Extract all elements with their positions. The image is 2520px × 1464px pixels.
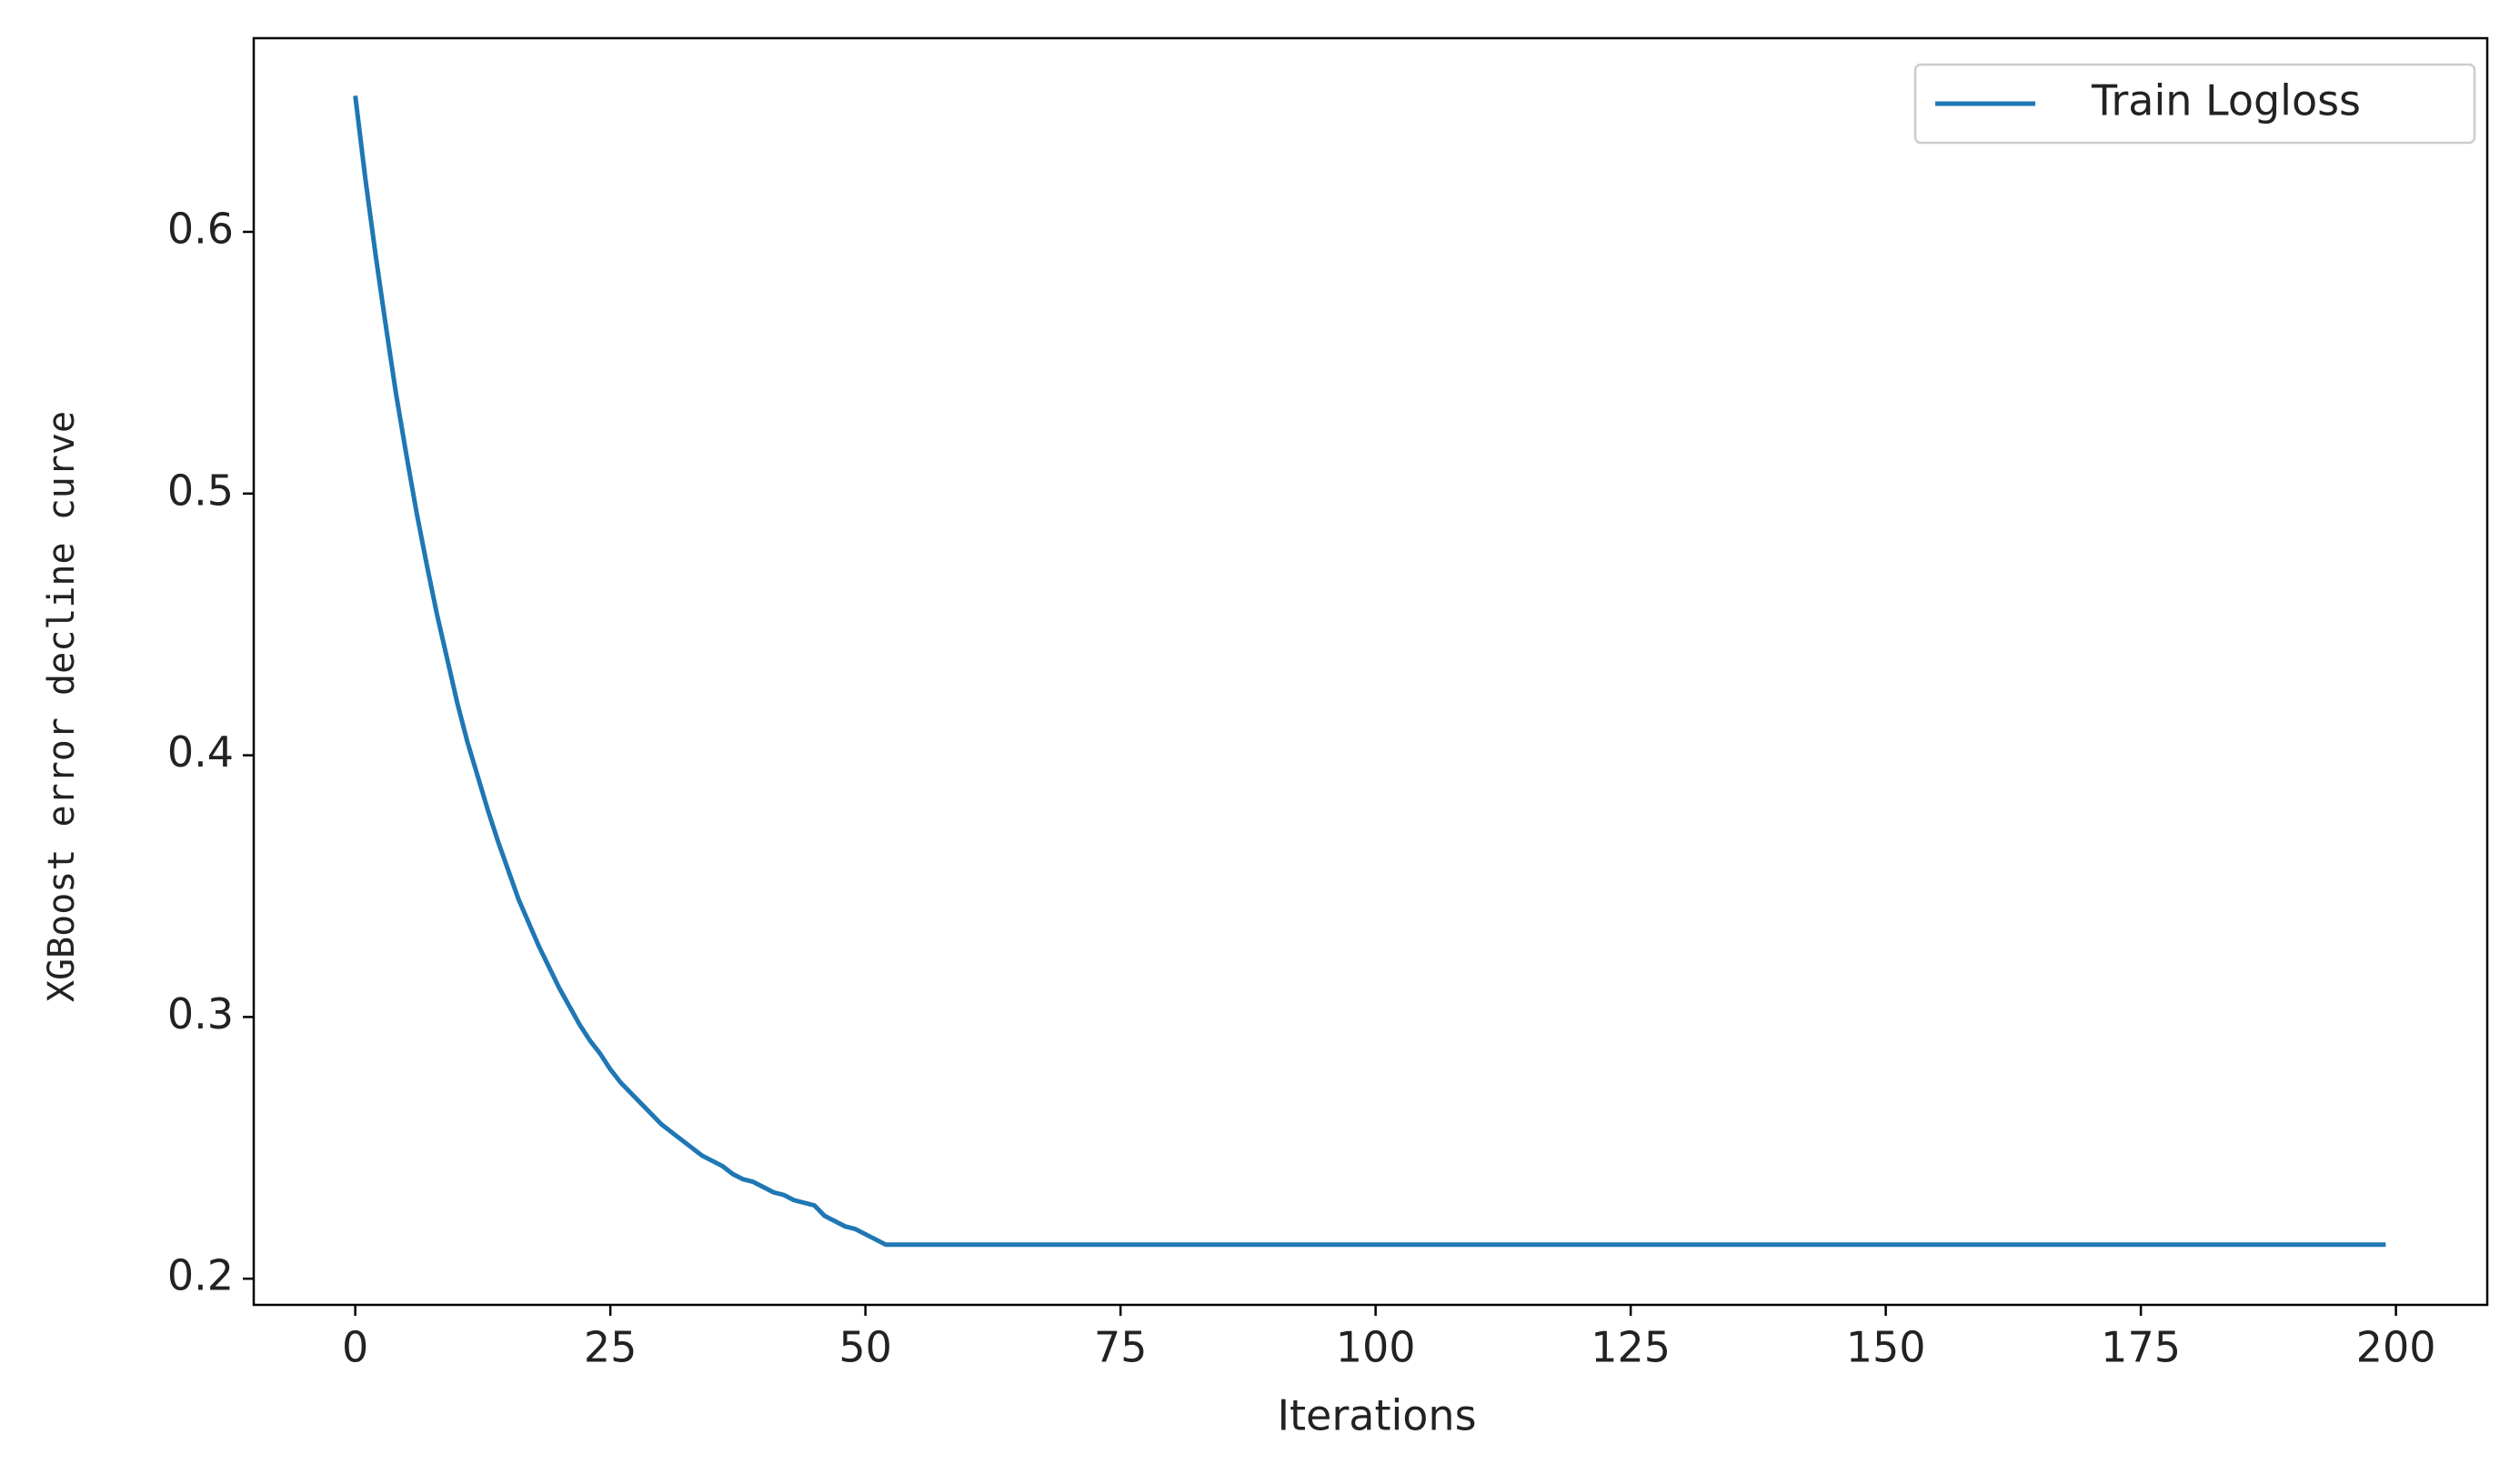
x-tick-label: 50 xyxy=(838,1323,892,1372)
x-tick-label: 125 xyxy=(1591,1323,1671,1372)
legend-label: Train Logloss xyxy=(2091,76,2361,125)
x-tick-label: 100 xyxy=(1336,1323,1416,1372)
axes-frame xyxy=(252,36,2489,1307)
y-tick-label: 0.4 xyxy=(167,727,234,777)
y-tick-label: 0.6 xyxy=(167,204,234,253)
y-axis-label: XGBoost error decline curve xyxy=(41,411,83,1002)
x-tick-label: 25 xyxy=(584,1323,638,1372)
legend-box xyxy=(1913,63,2476,145)
x-tick-label: 75 xyxy=(1094,1323,1148,1372)
y-tick-label: 0.3 xyxy=(167,989,234,1038)
line xyxy=(353,95,2386,1248)
x-tick-label: 0 xyxy=(342,1323,368,1372)
y-tick-label: 0.5 xyxy=(167,466,234,515)
x-axis-label: Iterations xyxy=(1277,1391,1476,1440)
x-tick-label: 175 xyxy=(2101,1323,2181,1372)
x-tick-label: 150 xyxy=(1846,1323,1926,1372)
y-tick-label: 0.2 xyxy=(167,1251,234,1300)
x-tick-label: 200 xyxy=(2356,1323,2436,1372)
